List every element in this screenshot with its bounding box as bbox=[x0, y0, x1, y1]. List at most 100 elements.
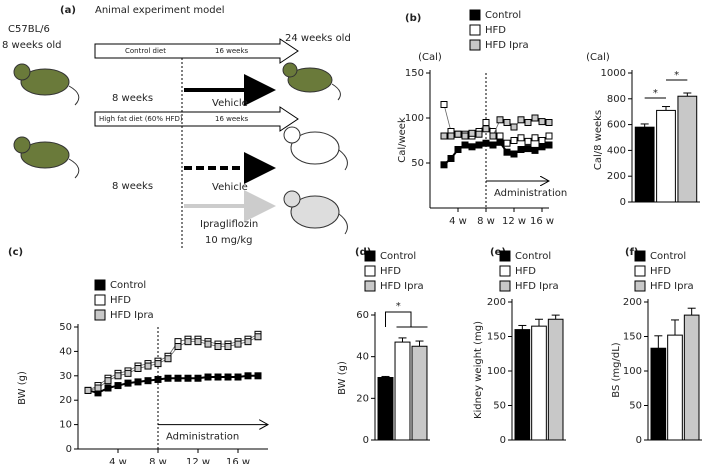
data-point bbox=[254, 372, 262, 380]
data-point bbox=[174, 343, 182, 351]
data-point bbox=[214, 343, 222, 351]
panel-a: (a) Animal experiment model C57BL/6 8 we… bbox=[2, 5, 351, 250]
data-point bbox=[234, 340, 242, 348]
data-point bbox=[531, 114, 539, 122]
data-point bbox=[184, 338, 192, 346]
y-tick-label: 50 bbox=[493, 401, 506, 412]
y-tick-label: 0 bbox=[500, 435, 506, 446]
legend-label: HFD Ipra bbox=[380, 281, 424, 292]
y-tick-label: 50 bbox=[411, 158, 424, 169]
data-point bbox=[496, 116, 504, 124]
period-label: 8 weeks bbox=[112, 93, 153, 104]
diet-label: High fat diet (60% HFD) bbox=[99, 115, 183, 123]
data-point bbox=[114, 372, 122, 380]
data-point bbox=[468, 143, 476, 151]
panel-label: (e) bbox=[490, 247, 506, 258]
data-point bbox=[84, 386, 92, 394]
end-age: 24 weeks old bbox=[285, 33, 351, 44]
data-point bbox=[447, 155, 455, 162]
data-point bbox=[489, 132, 497, 140]
bar bbox=[411, 345, 428, 441]
diagram-title: Animal experiment model bbox=[95, 5, 225, 16]
legend-swatch bbox=[634, 280, 646, 292]
y-tick-label: 0 bbox=[636, 435, 642, 446]
legend-swatch bbox=[94, 309, 106, 321]
data-point bbox=[517, 146, 525, 153]
data-point bbox=[461, 132, 469, 140]
y-axis-label: BW (g) bbox=[17, 371, 28, 405]
y-tick-label: 100 bbox=[487, 366, 506, 377]
annotation: Administration bbox=[494, 188, 567, 199]
y-tick-label: 30 bbox=[59, 371, 72, 382]
data-point bbox=[475, 130, 483, 138]
data-point bbox=[461, 141, 469, 149]
data-point bbox=[503, 148, 511, 156]
x-tick-label: 8 w bbox=[149, 457, 167, 464]
dose-label: 10 mg/kg bbox=[205, 235, 253, 246]
data-point bbox=[482, 139, 490, 147]
panel-label: (c) bbox=[8, 247, 23, 258]
data-point bbox=[517, 134, 525, 142]
data-point bbox=[114, 382, 122, 390]
y-axis-label: BW (g) bbox=[337, 361, 348, 395]
legend-swatch bbox=[499, 250, 511, 262]
data-point bbox=[454, 130, 462, 138]
y-tick-label: 150 bbox=[487, 332, 506, 343]
data-point bbox=[204, 340, 212, 348]
legend-label: HFD Ipra bbox=[515, 281, 559, 292]
data-point bbox=[164, 355, 172, 363]
data-point bbox=[174, 374, 182, 382]
x-tick-label: 8 w bbox=[477, 216, 495, 227]
legend-label: Control bbox=[485, 10, 521, 21]
data-point bbox=[224, 373, 232, 381]
data-point bbox=[244, 338, 252, 346]
bar bbox=[667, 334, 683, 441]
bar bbox=[531, 325, 547, 441]
series-line bbox=[87, 336, 259, 391]
legend-label: HFD bbox=[110, 295, 131, 306]
data-point bbox=[94, 384, 102, 392]
legend-swatch bbox=[634, 250, 646, 262]
y-tick-label: 0 bbox=[363, 435, 369, 446]
bar bbox=[394, 341, 411, 441]
legend-swatch bbox=[499, 280, 511, 292]
x-tick-label: 4 w bbox=[449, 216, 467, 227]
significance-star: * bbox=[653, 88, 658, 99]
significance-star: * bbox=[396, 301, 401, 312]
legend-label: Control bbox=[515, 251, 551, 262]
legend-label: Control bbox=[110, 280, 146, 291]
data-point bbox=[531, 134, 539, 142]
y-tick-label: 100 bbox=[405, 113, 424, 124]
diet-arrow bbox=[94, 38, 299, 64]
legend-label: HFD Ipra bbox=[650, 281, 694, 292]
y-tick-label: 200 bbox=[607, 171, 626, 182]
data-point bbox=[144, 377, 152, 385]
panel-label: (a) bbox=[60, 5, 76, 16]
data-point bbox=[510, 137, 518, 144]
data-point bbox=[447, 132, 455, 140]
significance-bracket bbox=[385, 311, 412, 327]
duration-label: 16 weeks bbox=[215, 47, 249, 55]
data-point bbox=[194, 374, 202, 382]
bar bbox=[634, 126, 655, 203]
data-point bbox=[503, 119, 511, 126]
y-axis-label: Cal/week bbox=[397, 117, 408, 163]
bar bbox=[677, 95, 698, 203]
data-point bbox=[489, 141, 497, 149]
data-point bbox=[468, 129, 476, 137]
data-point bbox=[184, 374, 192, 382]
y-tick-label: 200 bbox=[487, 297, 506, 308]
data-point bbox=[164, 374, 172, 382]
bar bbox=[650, 347, 667, 441]
x-tick-label: 12 w bbox=[502, 216, 526, 227]
x-tick-label: 4 w bbox=[109, 457, 127, 464]
legend-label: Control bbox=[650, 251, 686, 262]
legend-label: HFD bbox=[380, 266, 401, 277]
strain: C57BL/6 bbox=[8, 24, 50, 35]
data-point bbox=[503, 139, 511, 147]
data-point bbox=[440, 161, 448, 169]
panel-label: (f) bbox=[625, 247, 639, 258]
data-point bbox=[545, 141, 553, 149]
drug-label: Ipragliflozin bbox=[200, 219, 258, 230]
